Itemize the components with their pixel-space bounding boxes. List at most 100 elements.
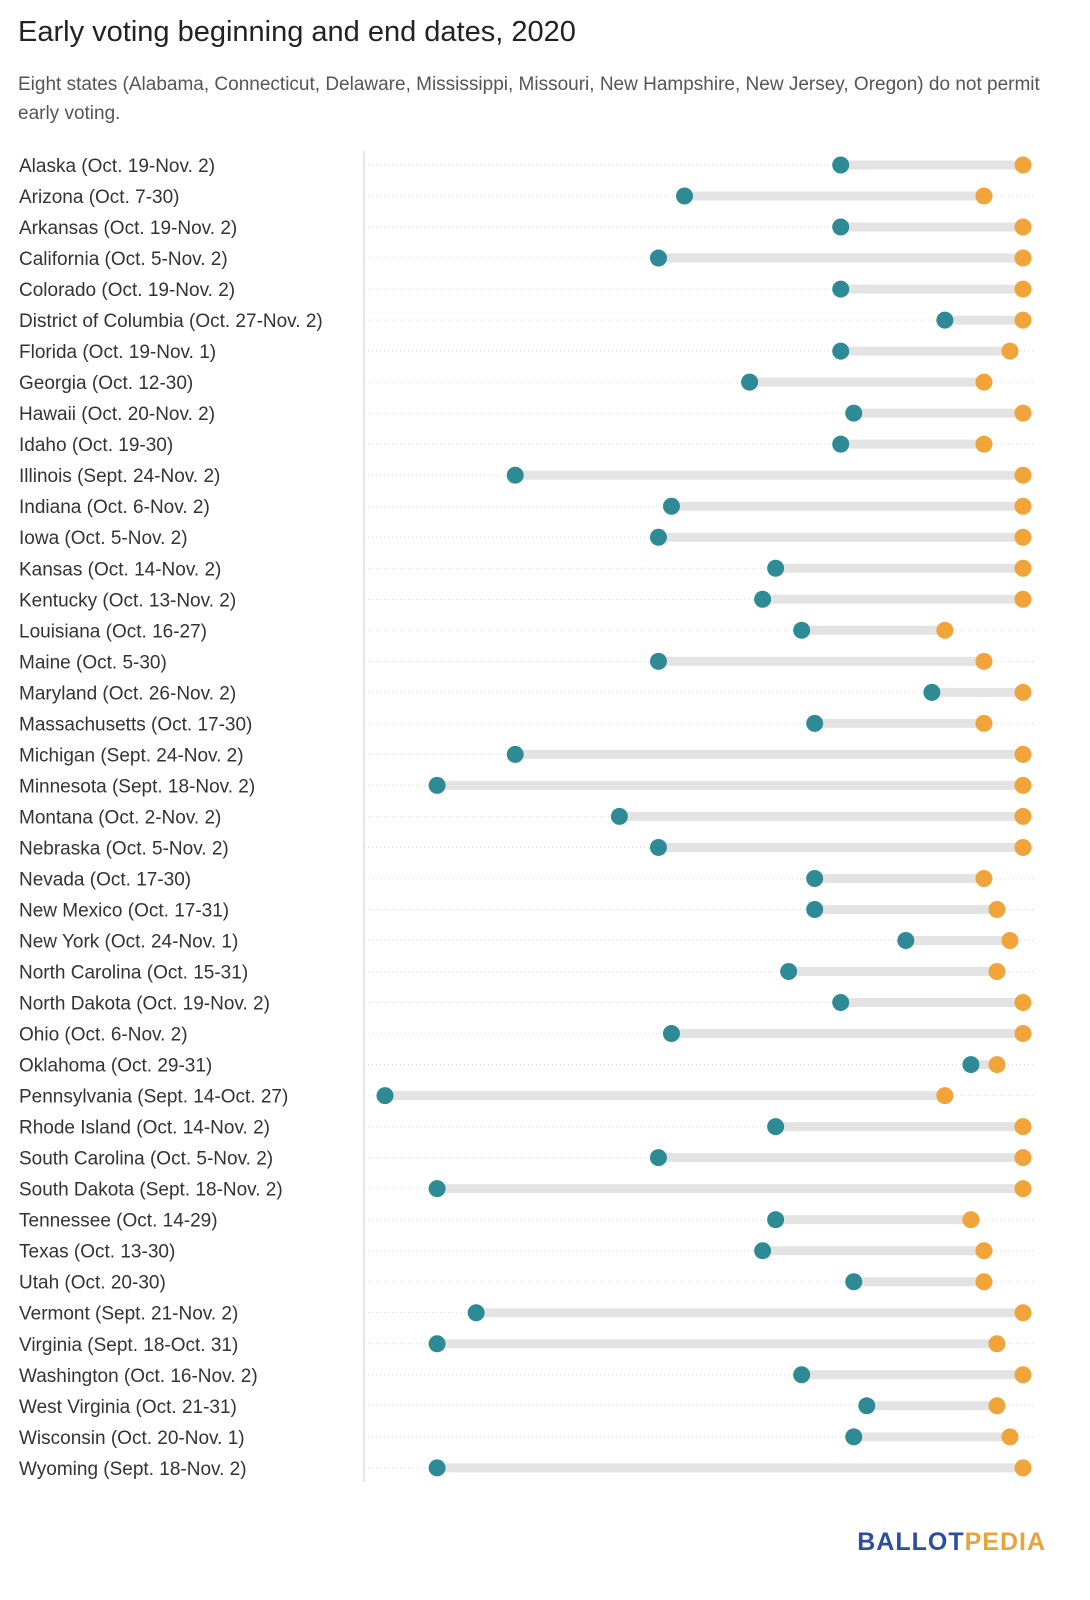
end-dot	[1014, 1025, 1032, 1043]
row-label: Kentucky (Oct. 13-Nov. 2)	[19, 590, 236, 611]
ballotpedia-logo: BALLOTPEDIA	[857, 1528, 1046, 1557]
row-label: South Carolina (Oct. 5-Nov. 2)	[19, 1149, 273, 1170]
start-dot	[793, 621, 811, 639]
end-dot	[1014, 776, 1032, 794]
start-dot	[649, 528, 667, 546]
end-dot	[975, 435, 993, 453]
start-dot	[428, 1335, 446, 1353]
start-dot	[923, 683, 941, 701]
end-dot	[1014, 249, 1032, 267]
start-dot	[506, 745, 524, 763]
start-dot	[832, 280, 850, 298]
end-dot	[988, 1335, 1006, 1353]
start-dot	[845, 404, 863, 422]
chart-subtitle: Eight states (Alabama, Connecticut, Dela…	[18, 74, 1040, 124]
start-dot	[662, 1025, 680, 1043]
end-dot	[1014, 590, 1032, 608]
row-label: Virginia (Sept. 18-Oct. 31)	[19, 1335, 238, 1356]
row-label: Texas (Oct. 13-30)	[19, 1242, 175, 1263]
end-dot	[975, 187, 993, 205]
start-dot	[506, 466, 524, 484]
chart-title: Early voting beginning and end dates, 20…	[18, 16, 576, 48]
row-label: California (Oct. 5-Nov. 2)	[19, 249, 228, 270]
start-dot	[845, 1273, 863, 1291]
start-dot	[767, 1211, 785, 1229]
row-label: District of Columbia (Oct. 27-Nov. 2)	[19, 311, 323, 332]
end-dot	[1014, 156, 1032, 174]
row-label: Illinois (Sept. 24-Nov. 2)	[19, 466, 220, 487]
start-dot	[662, 497, 680, 515]
start-dot	[806, 714, 824, 732]
row-label: Idaho (Oct. 19-30)	[19, 435, 173, 456]
row-label: Wyoming (Sept. 18-Nov. 2)	[19, 1459, 247, 1480]
row-label: Georgia (Oct. 12-30)	[19, 373, 193, 394]
row-label: Maryland (Oct. 26-Nov. 2)	[19, 683, 236, 704]
end-dot	[1014, 1304, 1032, 1322]
end-dot	[975, 652, 993, 670]
start-dot	[832, 156, 850, 174]
end-dot	[1014, 218, 1032, 236]
dumbbell-chart: Alaska (Oct. 19-Nov. 2) Arizona (Oct. 7-3…	[19, 151, 1035, 1482]
start-dot	[767, 1118, 785, 1136]
end-dot	[936, 621, 954, 639]
start-dot	[649, 838, 667, 856]
start-dot	[858, 1397, 876, 1415]
end-dot	[1014, 559, 1032, 577]
row-label: Arkansas (Oct. 19-Nov. 2)	[19, 218, 237, 239]
start-dot	[806, 869, 824, 887]
row-label: South Dakota (Sept. 18-Nov. 2)	[19, 1180, 283, 1201]
start-dot	[845, 1428, 863, 1446]
start-dot	[767, 559, 785, 577]
end-dot	[1014, 497, 1032, 515]
start-dot	[376, 1087, 394, 1105]
end-dot	[975, 714, 993, 732]
start-dot	[649, 652, 667, 670]
row-label: Oklahoma (Oct. 29-31)	[19, 1056, 212, 1077]
row-label: Florida (Oct. 19-Nov. 1)	[19, 342, 216, 363]
end-dot	[1014, 994, 1032, 1012]
end-dot	[936, 1087, 954, 1105]
start-dot	[780, 963, 798, 981]
row-label: Minnesota (Sept. 18-Nov. 2)	[19, 776, 255, 797]
start-dot	[467, 1304, 485, 1322]
end-dot	[1014, 1180, 1032, 1198]
end-dot	[1001, 1428, 1019, 1446]
end-dot	[1014, 745, 1032, 763]
row-label: Utah (Oct. 20-30)	[19, 1273, 166, 1294]
start-dot	[754, 590, 772, 608]
row-label: Pennsylvania (Sept. 14-Oct. 27)	[19, 1087, 288, 1108]
end-dot	[1014, 280, 1032, 298]
row-label: Hawaii (Oct. 20-Nov. 2)	[19, 404, 215, 425]
start-dot	[675, 187, 693, 205]
row-label: North Dakota (Oct. 19-Nov. 2)	[19, 994, 270, 1015]
end-dot	[1014, 1366, 1032, 1384]
row-label: Rhode Island (Oct. 14-Nov. 2)	[19, 1118, 270, 1139]
row-label: New York (Oct. 24-Nov. 1)	[19, 932, 238, 953]
row-label: Vermont (Sept. 21-Nov. 2)	[19, 1304, 238, 1325]
start-dot	[428, 1459, 446, 1477]
row-label: Colorado (Oct. 19-Nov. 2)	[19, 280, 235, 301]
start-dot	[962, 1056, 980, 1074]
end-dot	[1014, 1118, 1032, 1136]
start-dot	[832, 342, 850, 360]
end-dot	[1001, 932, 1019, 949]
row-label: Alaska (Oct. 19-Nov. 2)	[19, 156, 215, 177]
row-label: North Carolina (Oct. 15-31)	[19, 963, 248, 984]
end-dot	[1014, 838, 1032, 856]
logo-part-ballot: BALLOT	[857, 1528, 965, 1556]
row-label: New Mexico (Oct. 17-31)	[19, 900, 229, 921]
end-dot	[1014, 311, 1032, 329]
row-label: Michigan (Sept. 24-Nov. 2)	[19, 745, 244, 766]
start-dot	[897, 932, 915, 949]
row-label: Iowa (Oct. 5-Nov. 2)	[19, 528, 188, 549]
start-dot	[832, 435, 850, 453]
end-dot	[1014, 1149, 1032, 1167]
end-dot	[1014, 1459, 1032, 1477]
end-dot	[988, 963, 1006, 981]
end-dot	[975, 1242, 993, 1260]
end-dot	[1014, 404, 1032, 422]
logo-part-pedia: PEDIA	[964, 1528, 1046, 1556]
start-dot	[649, 249, 667, 267]
row-label: Arizona (Oct. 7-30)	[19, 187, 180, 208]
end-dot	[988, 1056, 1006, 1074]
